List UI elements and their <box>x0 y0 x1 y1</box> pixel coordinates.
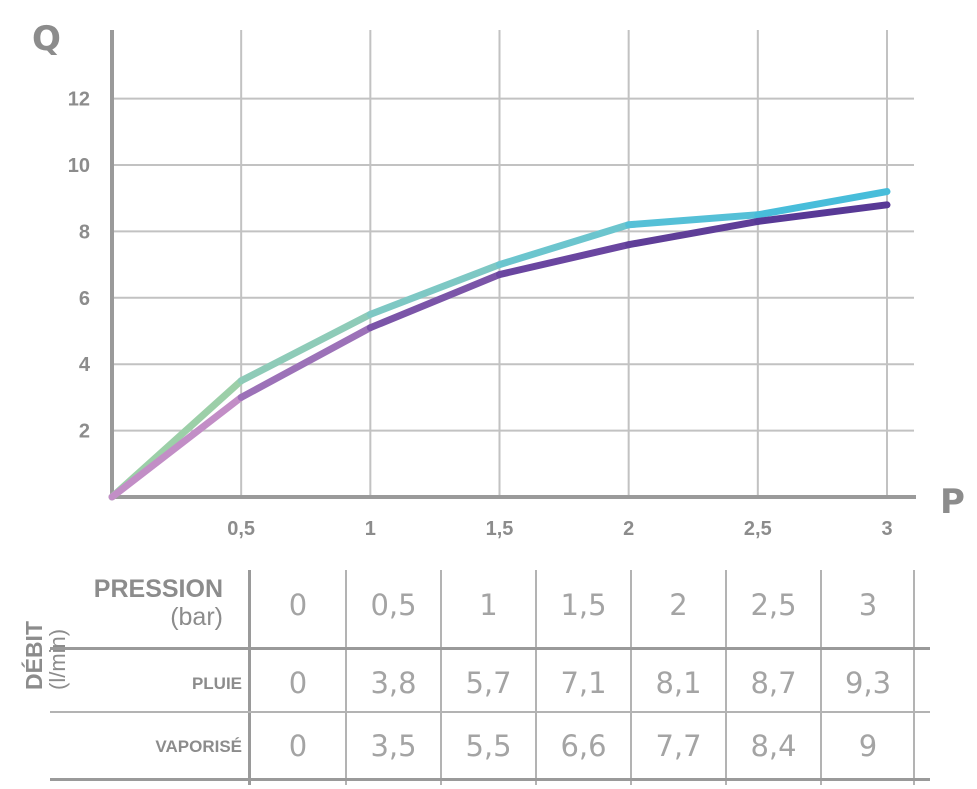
series-1-segment <box>237 310 374 385</box>
data-cell: 8,4 <box>750 729 797 763</box>
data-cell: 6,6 <box>560 729 607 763</box>
y-tick-label: 2 <box>79 421 90 443</box>
x-tick-label: 0,5 <box>227 518 255 540</box>
data-cell: 7,7 <box>655 729 702 763</box>
data-cell: 7,1 <box>560 666 607 700</box>
table-column-divider <box>820 570 822 785</box>
series-1-segment <box>625 211 762 229</box>
x-tick-label: 1,5 <box>486 518 514 540</box>
series-line-1 <box>108 188 891 501</box>
header-cell: 3 <box>858 588 878 622</box>
table-header-rule <box>50 647 930 650</box>
data-cell: 9 <box>858 729 878 763</box>
x-tick-label: 2,5 <box>744 518 772 540</box>
x-tick-label: 2 <box>623 518 634 540</box>
y-axis-title: Q <box>32 19 61 59</box>
table-bottom-rule <box>50 778 930 781</box>
table-column-divider <box>345 570 347 785</box>
series-line-2 <box>108 201 891 501</box>
data-cell: 8,7 <box>750 666 797 700</box>
table-divider-left <box>248 570 251 785</box>
x-tick-label: 3 <box>881 518 892 540</box>
header-cell: 2,5 <box>750 588 797 622</box>
series-2-segment <box>625 217 762 249</box>
x-tick-label: 1 <box>365 518 376 540</box>
header-cell: 0 <box>288 588 308 622</box>
table-column-divider <box>440 570 442 785</box>
series-1-segment <box>496 221 633 269</box>
pression-unit: (bar) <box>170 603 223 631</box>
table-column-divider <box>535 570 537 785</box>
data-cell: 0 <box>288 729 308 763</box>
data-cell: 5,7 <box>465 666 512 700</box>
series-2-segment <box>108 393 245 501</box>
pression-header: PRESSION <box>93 575 223 603</box>
table-divider-right <box>913 570 915 785</box>
debit-unit: (l/min) <box>45 628 70 690</box>
grid-lines <box>112 30 914 497</box>
header-cell: 1 <box>479 588 498 622</box>
data-cell: 3,5 <box>370 729 417 763</box>
header-cell: 2 <box>669 588 688 622</box>
series-1-segment <box>754 188 891 219</box>
debit-label: DÉBIT (l/min) <box>21 590 70 690</box>
axes <box>110 30 916 499</box>
debit-title: DÉBIT <box>21 621 47 690</box>
y-tick-label: 6 <box>79 288 90 310</box>
data-cell: 3,8 <box>370 666 417 700</box>
series-1-segment <box>366 261 503 318</box>
x-axis-title: P <box>940 482 965 522</box>
data-cell: 8,1 <box>655 666 702 700</box>
header-cell: 0,5 <box>370 588 417 622</box>
y-tick-label: 12 <box>68 89 90 111</box>
series-2-segment <box>754 201 891 225</box>
data-cell: 9,3 <box>844 666 892 700</box>
data-cell: 5,5 <box>465 729 512 763</box>
data-cell: 0 <box>288 666 308 700</box>
y-tick-label: 8 <box>79 221 90 243</box>
series-2-segment <box>366 271 503 332</box>
y-tick-label: 4 <box>79 354 91 376</box>
series-2-segment <box>237 324 374 401</box>
row-label: PLUIE <box>191 674 242 693</box>
table-column-divider <box>725 570 727 785</box>
x-tick-labels: 0,5 1 1,5 2 2,5 3 <box>227 518 892 540</box>
series-2-segment <box>496 241 633 279</box>
data-table: PRESSION (bar) 0 0,5 1 1,5 2 2,5 3 PLUIE 0 3,8 5,7… <box>0 565 977 789</box>
y-tick-label: 10 <box>68 155 90 177</box>
row-label: VAPORISÉ <box>155 737 242 756</box>
data-series <box>108 188 891 501</box>
flow-pressure-chart: Q P 0,5 1 1,5 2 2,5 3 2 4 6 8 10 12 <box>32 19 965 540</box>
y-tick-labels: 2 4 6 8 10 12 <box>68 89 91 443</box>
table-column-divider <box>630 570 632 785</box>
header-cell: 1,5 <box>560 588 607 622</box>
table-row-rule <box>50 711 930 713</box>
